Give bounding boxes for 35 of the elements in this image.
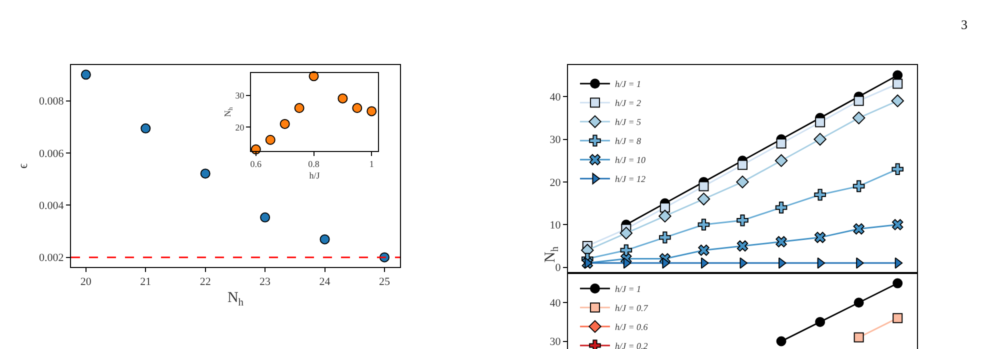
x-axis-title: h/J	[309, 170, 320, 181]
y-tick-label: 30	[235, 90, 245, 100]
legend-label: h/J = 8	[614, 136, 642, 146]
y-tick-label: 0.002	[39, 252, 64, 264]
x-tick-label: 24	[319, 276, 331, 288]
y-tick-label: 0.004	[39, 200, 64, 212]
y-tick-label: 0.008	[39, 96, 64, 108]
y-tick-label: 10	[550, 219, 562, 232]
x-tick-label: 0.6	[250, 158, 262, 169]
y-tick-label: 40	[550, 297, 562, 310]
y-tick-label: 30	[550, 134, 562, 146]
legend-label: h/J = 5	[614, 117, 642, 128]
y-tick-label: 20	[550, 176, 562, 189]
legend-label: h/J = 0.6	[614, 322, 648, 332]
x-tick-label: 22	[200, 276, 211, 288]
legend-label: h/J = 1	[614, 79, 642, 90]
legend-label: h/J = 2	[614, 98, 642, 108]
legend-label: h/J = 12	[614, 174, 646, 184]
y-tick-label: 30	[550, 336, 562, 348]
x-tick-label: 21	[140, 276, 152, 288]
legend-label: h/J = 0.2	[614, 341, 648, 349]
text: 3	[961, 17, 968, 32]
x-tick-label: 20	[80, 276, 92, 288]
y-tick-label: 0.006	[39, 148, 64, 160]
legend-label: h/J = 1	[614, 284, 642, 294]
y-tick-label: 0	[555, 262, 562, 274]
x-axis-title: N$_{h}$	[227, 290, 244, 308]
y-tick-label: 40	[550, 91, 562, 104]
y-axis-title: ϵ	[15, 163, 30, 169]
x-tick-label: 25	[378, 276, 390, 288]
x-tick-label: 1	[369, 158, 374, 169]
x-tick-label: 23	[260, 276, 272, 288]
x-tick-label: 0.8	[308, 158, 320, 169]
legend-label: h/J = 10	[614, 155, 646, 166]
legend-label: h/J = 0.7	[614, 303, 648, 314]
